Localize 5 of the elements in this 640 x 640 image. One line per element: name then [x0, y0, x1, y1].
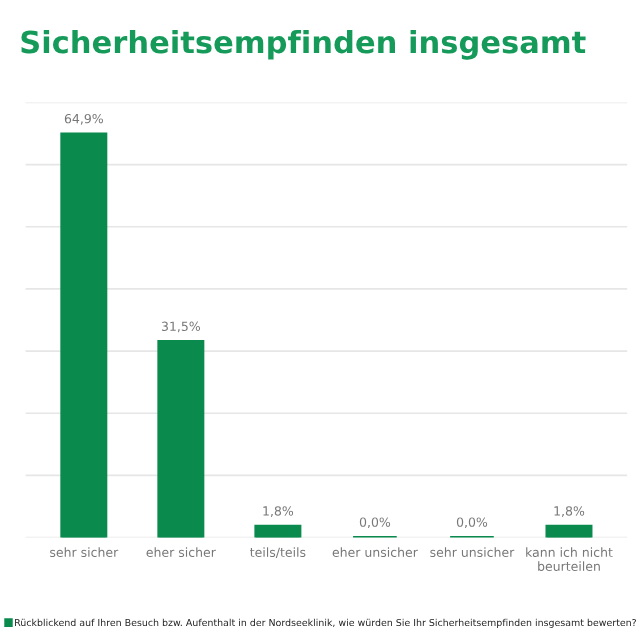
- bar: [545, 524, 593, 538]
- bar: [60, 132, 108, 538]
- bar: [254, 524, 302, 538]
- chart-title: Sicherheitsempfinden insgesamt: [21, 29, 586, 60]
- bar: [157, 340, 205, 538]
